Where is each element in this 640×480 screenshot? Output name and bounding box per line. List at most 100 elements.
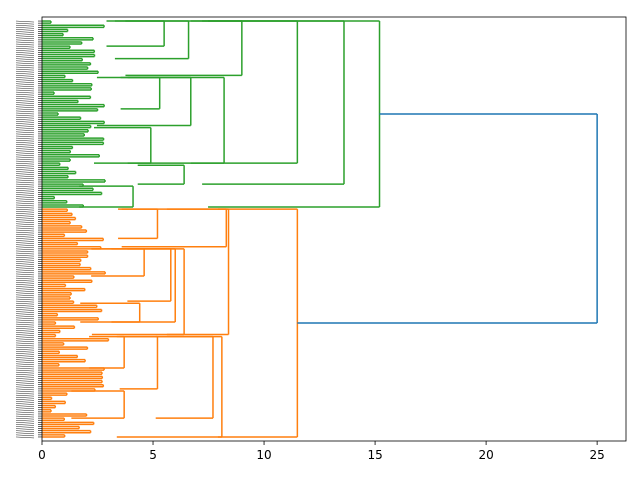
leaf-label-glyph xyxy=(15,108,35,111)
leaf-label-glyph xyxy=(15,330,35,332)
leaf-label-glyph xyxy=(15,436,35,439)
leaf-label-glyph xyxy=(15,321,35,324)
leaf-label-glyph xyxy=(15,231,35,234)
leaf-label-glyph xyxy=(15,22,35,25)
leaf-label-glyph xyxy=(15,426,35,428)
leaf-label-glyph xyxy=(15,357,35,359)
leaf-label-glyph xyxy=(15,24,35,27)
leaf-label-glyph xyxy=(15,376,35,378)
leaf-label-glyph xyxy=(15,66,35,69)
leaf-label-glyph xyxy=(15,142,35,144)
leaf-label-glyph xyxy=(15,240,35,242)
leaf-label-glyph xyxy=(15,213,35,215)
leaf-label-glyph xyxy=(15,162,35,165)
leaf-label-glyph xyxy=(15,313,35,315)
leaf-label-glyph xyxy=(15,309,35,311)
leaf-label-glyph xyxy=(15,405,35,407)
leaf-label-glyph xyxy=(15,386,35,389)
leaf-label-glyph xyxy=(15,156,35,159)
leaf-label-glyph xyxy=(15,275,35,278)
leaf-label-glyph xyxy=(15,154,35,157)
leaf-label-glyph xyxy=(15,169,35,171)
leaf-label-glyph xyxy=(15,121,35,123)
x-tick-label: 5 xyxy=(149,448,157,462)
leaf-label-glyph xyxy=(15,432,35,435)
leaf-label-glyph xyxy=(15,344,35,347)
leaf-label-glyph xyxy=(15,70,35,73)
leaf-label-glyph xyxy=(15,106,35,108)
leaf-label-glyph xyxy=(15,334,35,336)
leaf-label-glyph xyxy=(15,351,35,353)
leaf-label-glyph xyxy=(15,79,35,81)
leaf-label-glyph xyxy=(15,286,35,288)
leaf-label-glyph xyxy=(15,261,35,263)
leaf-label-glyph xyxy=(15,307,35,309)
leaf-label-glyph xyxy=(15,265,35,267)
leaf-label-glyph xyxy=(15,363,35,366)
leaf-label-glyph xyxy=(15,208,35,211)
leaf-label-glyph xyxy=(15,204,35,207)
leaf-label-glyph xyxy=(15,248,35,251)
leaf-label-glyph xyxy=(15,319,35,322)
leaf-label-glyph xyxy=(15,388,35,391)
leaf-label-glyph xyxy=(15,210,35,213)
leaf-label-glyph xyxy=(15,392,35,395)
leaf-label-glyph xyxy=(15,292,35,294)
leaf-label-glyph xyxy=(15,325,35,328)
leaf-label-glyph xyxy=(15,202,35,205)
leaf-label-glyph xyxy=(15,371,35,374)
leaf-label-glyph xyxy=(15,300,35,303)
leaf-label-glyph xyxy=(15,33,35,35)
leaf-label-glyph xyxy=(15,417,35,420)
leaf-label-glyph xyxy=(15,100,35,102)
leaf-label-glyph xyxy=(15,194,35,196)
leaf-label-glyph xyxy=(15,369,35,372)
leaf-label-glyph xyxy=(15,374,35,376)
leaf-label-glyph xyxy=(15,35,35,37)
leaf-label-glyph xyxy=(15,296,35,299)
leaf-label-glyph xyxy=(15,378,35,380)
leaf-label-glyph xyxy=(15,39,35,42)
leaf-label-glyph xyxy=(15,85,35,88)
leaf-label-glyph xyxy=(15,167,35,169)
leaf-label-glyph xyxy=(15,348,35,351)
leaf-label-glyph xyxy=(15,315,35,317)
leaf-label-glyph xyxy=(15,183,35,186)
leaf-label-glyph xyxy=(15,77,35,79)
x-axis: 0 5 10 15 20 25 xyxy=(38,441,605,462)
leaf-label-glyph xyxy=(15,390,35,393)
leaf-label-glyph xyxy=(15,73,35,75)
leaf-label-glyph xyxy=(15,254,35,257)
leaf-label-glyph xyxy=(15,401,35,403)
leaf-label-glyph xyxy=(15,221,35,223)
dendrogram-tree xyxy=(42,20,598,438)
leaf-label-glyph xyxy=(15,43,35,46)
leaf-label-glyph xyxy=(15,83,35,85)
leaf-label-glyph xyxy=(15,384,35,386)
leaf-label-glyph xyxy=(15,190,35,192)
leaf-label-glyph xyxy=(15,133,35,136)
leaf-label-glyph xyxy=(15,219,35,221)
leaf-label-glyph xyxy=(15,37,35,40)
leaf-label-glyph xyxy=(15,422,35,424)
leaf-label-glyph xyxy=(15,353,35,355)
leaf-label-glyph xyxy=(15,200,35,203)
leaf-label-glyph xyxy=(15,146,35,148)
leaf-label-glyph xyxy=(15,428,35,430)
leaf-label-glyph xyxy=(15,223,35,226)
leaf-label-glyph xyxy=(15,332,35,334)
leaf-label-glyph xyxy=(15,396,35,399)
leaf-label-glyph xyxy=(15,367,35,370)
leaf-label-glyph xyxy=(15,298,35,301)
leaf-label-glyph xyxy=(15,419,35,422)
leaf-label-glyph xyxy=(15,144,35,146)
leaf-label-glyph xyxy=(15,116,35,119)
leaf-label-glyph xyxy=(15,302,35,305)
leaf-label-glyph xyxy=(15,305,35,307)
x-tick-label: 15 xyxy=(367,448,382,462)
leaf-label-glyph xyxy=(15,58,35,60)
leaf-label-glyph xyxy=(15,434,35,437)
leaf-label-glyph xyxy=(15,415,35,418)
x-tick-label: 20 xyxy=(478,448,493,462)
